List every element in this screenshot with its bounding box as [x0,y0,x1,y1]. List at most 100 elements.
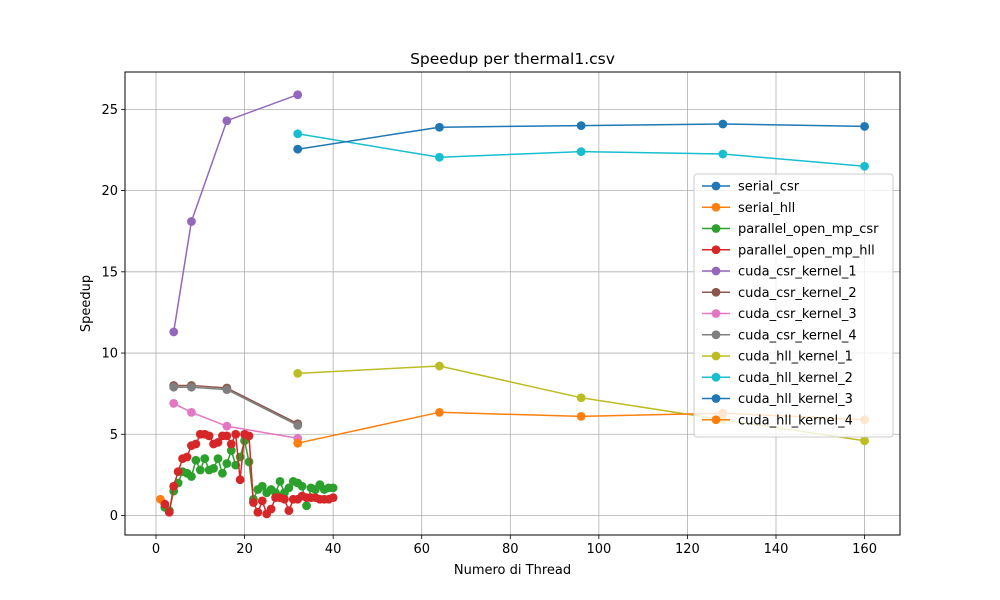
legend-label: cuda_hll_kernel_2 [738,371,853,386]
data-point [187,472,196,481]
data-point [187,217,196,226]
data-point [222,116,232,126]
x-tick-label: 140 [764,542,789,557]
legend-label: cuda_csr_kernel_2 [738,286,857,301]
data-point [328,493,338,503]
data-point [253,507,263,517]
plot-frame [124,71,901,536]
chart-title: Speedup per thermal1.csv [410,50,615,68]
data-point [169,382,179,392]
data-point [244,457,254,467]
data-point [435,361,444,371]
y-axis-label: Speedup [79,275,94,332]
data-point [244,431,254,441]
series-line-cuda_csr_kernel_1 [172,93,298,333]
x-axis-label: Numero di Thread [454,563,571,578]
data-point [169,327,179,337]
series-cuda_hll_kernel_3 [293,119,869,154]
y-tick-label: 5 [110,428,118,443]
x-tick-label: 120 [675,542,700,557]
data-point [222,385,232,395]
legend-label: cuda_csr_kernel_1 [738,265,857,280]
x-tick-label: 80 [502,542,519,557]
legend-label: cuda_hll_kernel_3 [738,392,853,407]
data-point [293,438,303,448]
data-point [169,481,179,491]
data-point [718,119,728,129]
data-point [275,476,285,486]
legend-swatch-marker [711,245,721,255]
y-tick-label: 15 [101,265,118,280]
legend-swatch-marker [711,394,721,403]
legend-swatch-marker [711,309,721,318]
x-tick-label: 100 [586,542,611,557]
data-point [302,501,311,511]
series-line-cuda_csr_kernel_3 [173,402,298,440]
data-point [222,459,232,468]
data-point [293,368,303,378]
legend-swatch-marker [711,372,721,382]
data-point [576,121,586,131]
series-cuda_csr_kernel_1 [169,90,303,337]
series-cuda_hll_kernel_2 [293,129,869,171]
series-parallel_open_mp_hll [160,429,338,519]
data-point [200,454,210,464]
legend-swatch-marker [711,330,721,340]
y-tick-label: 25 [101,103,118,118]
data-point [222,421,232,431]
data-point [284,483,294,493]
series-line-cuda_csr_kernel_4 [173,386,299,426]
legend-swatch-marker [711,351,721,361]
data-point [218,468,227,478]
legend-label: serial_hll [738,201,795,216]
data-point [213,454,223,464]
data-point [718,149,728,159]
legend-label: cuda_hll_kernel_1 [738,350,853,365]
data-point [226,439,236,449]
data-point [297,481,307,491]
data-point [266,504,276,514]
data-point [576,147,586,157]
data-point [257,496,267,506]
data-point [235,475,245,485]
legend-swatch-marker [711,266,721,276]
data-point [173,467,183,477]
data-point [191,439,201,449]
data-point [284,506,294,516]
x-tick-label: 0 [152,542,160,557]
y-tick-label: 0 [110,509,118,524]
data-point [182,452,192,462]
data-point [293,90,303,100]
data-point [169,399,179,408]
x-tick-label: 40 [325,542,342,557]
series-cuda_csr_kernel_4 [169,382,303,430]
legend-swatch-marker [711,181,721,191]
legend-label: cuda_csr_kernel_4 [738,328,857,343]
series-line-cuda_csr_kernel_2 [173,384,299,425]
data-point [860,436,869,446]
data-point [435,122,444,132]
legend-label: parallel_open_mp_hll [738,243,875,258]
data-point [195,465,205,475]
data-point [576,393,586,403]
data-point [293,420,303,430]
plot-series [156,90,869,519]
x-tick-label: 20 [236,542,253,557]
data-point [435,407,444,417]
legend-swatch-marker [711,202,721,212]
legend-swatch-marker [711,415,721,425]
data-point [435,152,444,162]
data-point [576,412,586,421]
y-tick-label: 10 [101,347,118,362]
data-point [209,463,218,473]
data-point [280,494,289,504]
data-point [187,407,196,417]
data-point [860,122,869,131]
data-point [213,438,223,447]
data-point [226,446,236,455]
data-point [187,382,196,392]
x-tick-label: 60 [413,542,430,557]
data-point [293,144,303,154]
data-point [204,431,214,441]
